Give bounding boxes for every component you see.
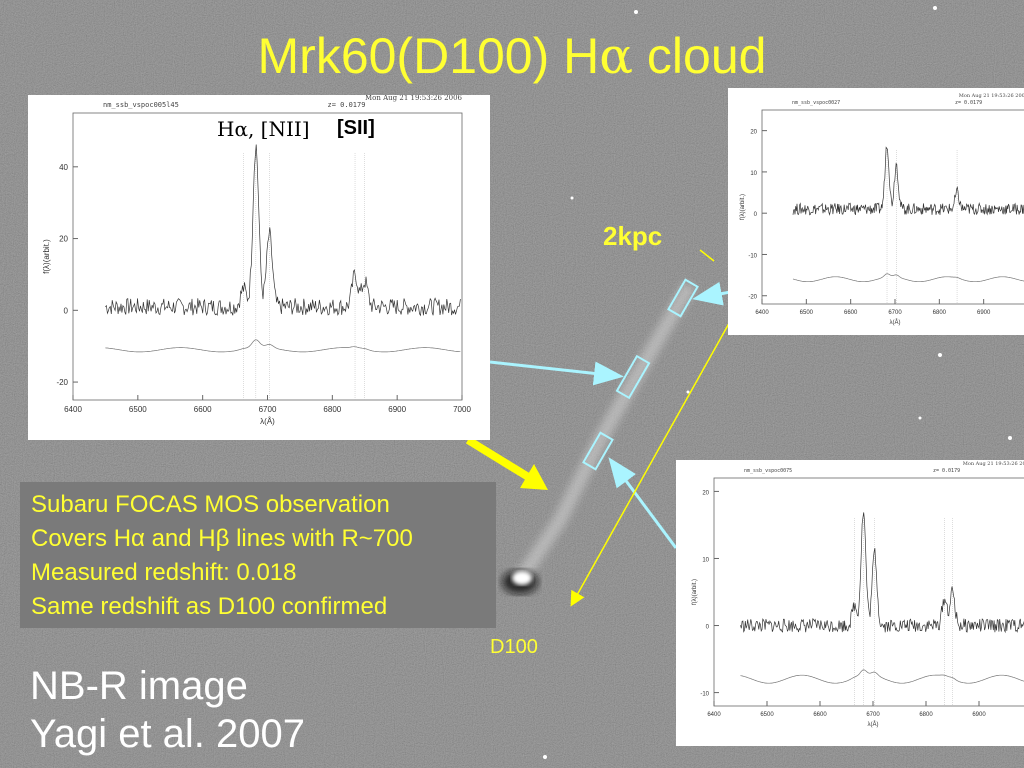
image-credit: NB-R image Yagi et al. 2007 [30,662,305,758]
y-axis-label: f(λ)(arbit.) [740,194,746,220]
y-tick-label: 0 [64,306,69,315]
x-tick-label: 6400 [64,405,82,414]
yellow-thick-arrow [465,436,533,482]
y-tick-label: -20 [56,378,68,387]
x-tick-label: 6600 [844,310,858,316]
header-date: Mon Aug 21 19:53:26 2006 [365,95,463,102]
spectrum-line [105,144,461,317]
y-tick-label: -10 [748,253,757,259]
x-tick-label: 6500 [800,310,814,316]
error-spectrum-line [105,339,461,353]
x-tick-label: 6400 [755,310,769,316]
x-tick-label: 6600 [813,712,827,718]
header-redshift: z= 0.0179 [933,468,960,474]
y-tick-label: 40 [59,163,68,172]
info-line: Subaru FOCAS MOS observation [31,491,390,518]
x-tick-label: 6800 [919,712,933,718]
slide-title: Mrk60(D100) Hα cloud [257,27,767,85]
annotation-sii: [SII] [337,117,375,139]
credit-line: NB-R image [30,664,248,708]
observation-info-box: Subaru FOCAS MOS observation Covers Hα a… [20,482,496,628]
x-tick-label: 6700 [888,310,902,316]
slit-boxes [582,278,699,471]
y-tick-label: 20 [59,235,68,244]
yellow-pointer-line [570,317,733,607]
x-axis-label: λ(Å) [868,721,879,728]
plot-frame [713,477,1024,707]
error-spectrum-line [792,273,1024,283]
scale-bar-icon [699,249,715,262]
credit-line: Yagi et al. 2007 [30,712,306,756]
yellow-arrowhead [520,464,548,490]
spectrum-line [740,512,1024,634]
y-axis-label: f(λ)(arbit.) [692,579,698,605]
galaxy-label: D100 [490,636,538,658]
plot-frame [761,109,1024,305]
header-redshift: z= 0.0179 [328,101,366,109]
spectrum-panel-bottom-right: nm_ssb_vspoc0075 z= 0.0179 Mon Aug 21 19:5… [676,460,1024,746]
x-axis-label: λ(Å) [260,417,275,426]
y-tick-label: 20 [750,130,757,136]
x-axis-label: λ(Å) [890,319,901,326]
header-left: nm_ssb_vspoc005l45 [103,101,179,109]
plot-frame [72,112,463,401]
header-redshift: z= 0.0179 [955,100,982,106]
spectrum-panel-top-right: nm_ssb_vspoc0027 z= 0.0179 Mon Aug 21 19:5… [728,88,1024,335]
scale-label: 2kpc [603,221,663,251]
info-line: Same redshift as D100 confirmed [31,593,388,620]
x-tick-label: 6400 [707,712,721,718]
info-line: Covers Hα and Hβ lines with R~700 [31,525,413,552]
x-tick-label: 6700 [259,405,277,414]
header-left: nm_ssb_vspoc0027 [792,100,840,106]
y-tick-label: -10 [700,692,709,698]
header-date: Mon Aug 21 19:53:26 2006 [963,461,1024,467]
y-tick-label: 0 [706,625,710,631]
error-spectrum-line [740,669,1024,684]
tidal-tail [502,281,697,594]
x-tick-label: 7000 [453,405,471,414]
x-tick-label: 6900 [972,712,986,718]
annotation-halpha-nii: Hα, [NII] [217,117,310,141]
x-tick-label: 6600 [194,405,212,414]
x-tick-label: 6900 [977,310,991,316]
y-tick-label: 10 [750,171,757,177]
y-axis-label: f(λ)(arbit.) [42,239,51,274]
spectrum-panel-main: nm_ssb_vspoc005l45 z= 0.0179 Mon Aug 21 19… [28,95,490,440]
info-line: Measured redshift: 0.018 [31,559,297,586]
x-tick-label: 6800 [933,310,947,316]
y-tick-label: 10 [702,557,709,563]
stars [543,6,1012,759]
y-tick-label: 0 [754,212,758,218]
spectrum-line [792,146,1024,216]
x-tick-label: 6800 [323,405,341,414]
x-tick-label: 6700 [866,712,880,718]
x-tick-label: 6500 [760,712,774,718]
y-tick-label: 20 [702,490,709,496]
y-tick-label: -20 [748,295,757,301]
header-left: nm_ssb_vspoc0075 [744,468,792,474]
x-tick-label: 6900 [388,405,406,414]
header-date: Mon Aug 21 19:53:26 2006 [959,93,1024,99]
x-tick-label: 6500 [129,405,147,414]
